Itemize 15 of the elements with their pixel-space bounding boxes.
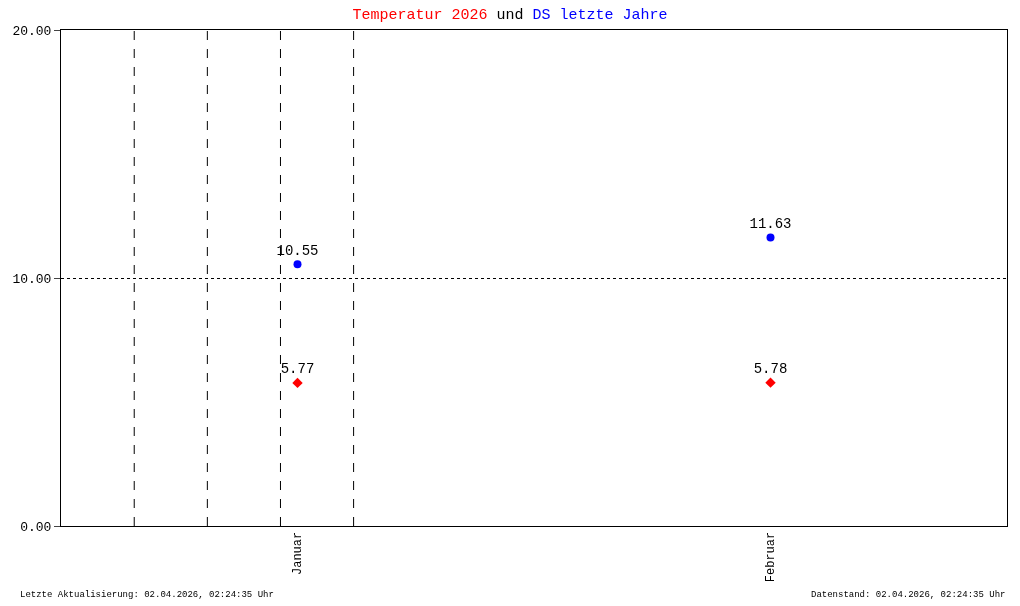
point (765, 377, 776, 388)
data-label: 11.63 (749, 216, 792, 233)
chart-title: Temperatur 2026 und DS letzte Jahre (352, 6, 668, 24)
x-tick-label: Februar (764, 531, 779, 583)
data-label: 5.77 (280, 361, 315, 378)
x-tick-label: Januar (291, 531, 306, 576)
text: Datenstand: 02.04.2026, 02:24:35 Uhr (811, 590, 1006, 600)
point (292, 377, 303, 389)
data-label: 5.78 (753, 361, 788, 378)
y-tick-label: 10.00 (12, 271, 52, 287)
text: Letzte Aktualisierung: 02.04.2026, 02:24:35 Uhr (20, 590, 274, 600)
point (293, 260, 302, 269)
y-tick-label: 0.00 (20, 519, 52, 535)
point (766, 233, 775, 242)
y-tick-label: 20.00 (12, 23, 52, 39)
